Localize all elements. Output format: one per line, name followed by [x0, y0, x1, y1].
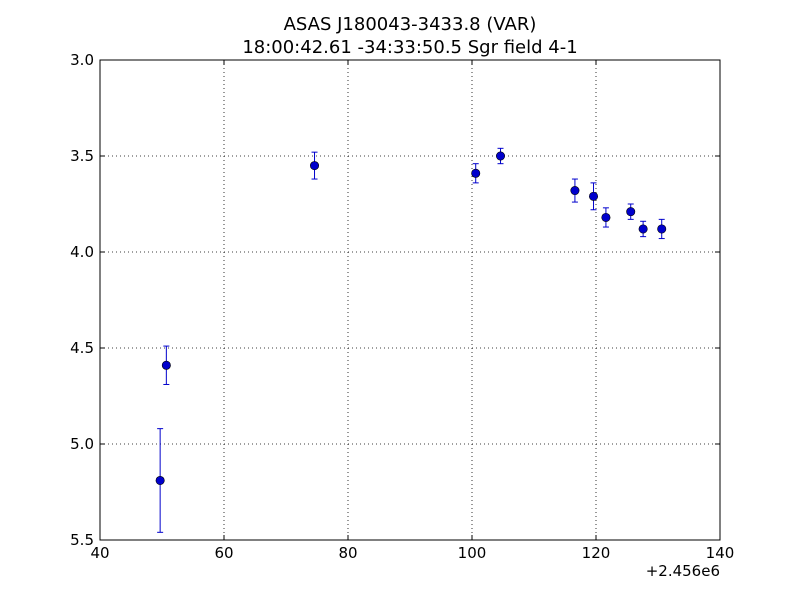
data-point: [161, 360, 171, 370]
y-tick-label: 3.5: [70, 147, 94, 165]
data-point: [601, 212, 611, 222]
y-tick-label: 4.5: [70, 339, 94, 357]
x-tick-label: 140: [706, 544, 735, 562]
data-point: [310, 161, 320, 171]
data-point: [657, 224, 667, 234]
y-tick-label: 5.0: [70, 435, 94, 453]
chart-subtitle: 18:00:42.61 -34:33:50.5 Sgr field 4-1: [242, 37, 577, 58]
x-tick-label: 100: [458, 544, 487, 562]
grid: [100, 60, 720, 540]
x-tick-label: 40: [90, 544, 109, 562]
data-point: [155, 475, 165, 485]
y-tick-label: 5.5: [70, 531, 94, 549]
x-tick-label: 80: [338, 544, 357, 562]
y-tick-label: 4.0: [70, 243, 94, 261]
data-point: [471, 168, 481, 178]
data-point: [626, 207, 636, 217]
data-point: [589, 191, 599, 201]
x-offset-label: +2.456e6: [646, 562, 720, 580]
y-tick-label: 3.0: [70, 51, 94, 69]
x-tick-label: 120: [582, 544, 611, 562]
data-point: [570, 186, 580, 196]
x-tick-label: 60: [214, 544, 233, 562]
chart-title: ASAS J180043-3433.8 (VAR): [284, 14, 537, 35]
axis-ticks: 40 60 80 100 120 140 3.0 3.5 4.0 4.5 5.0 5.5: [70, 51, 734, 562]
data-point: [638, 224, 648, 234]
plot-area-frame: [99, 59, 721, 541]
data-point: [496, 151, 506, 161]
data-series: [155, 147, 667, 533]
